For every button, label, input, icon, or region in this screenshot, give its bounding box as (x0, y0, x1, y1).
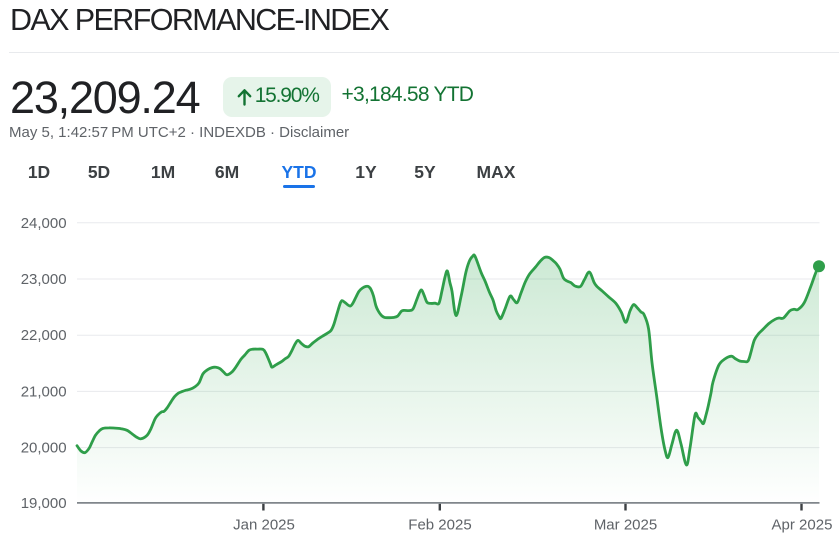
svg-text:22,000: 22,000 (21, 327, 67, 344)
svg-text:Feb 2025: Feb 2025 (408, 517, 471, 534)
svg-text:Apr 2025: Apr 2025 (772, 517, 833, 534)
svg-text:Jan 2025: Jan 2025 (233, 517, 295, 534)
svg-text:20,000: 20,000 (21, 440, 67, 457)
svg-text:19,000: 19,000 (21, 495, 67, 512)
svg-text:24,000: 24,000 (21, 215, 67, 232)
svg-text:21,000: 21,000 (21, 383, 67, 400)
svg-text:Mar 2025: Mar 2025 (594, 517, 657, 534)
svg-text:23,000: 23,000 (21, 271, 67, 288)
